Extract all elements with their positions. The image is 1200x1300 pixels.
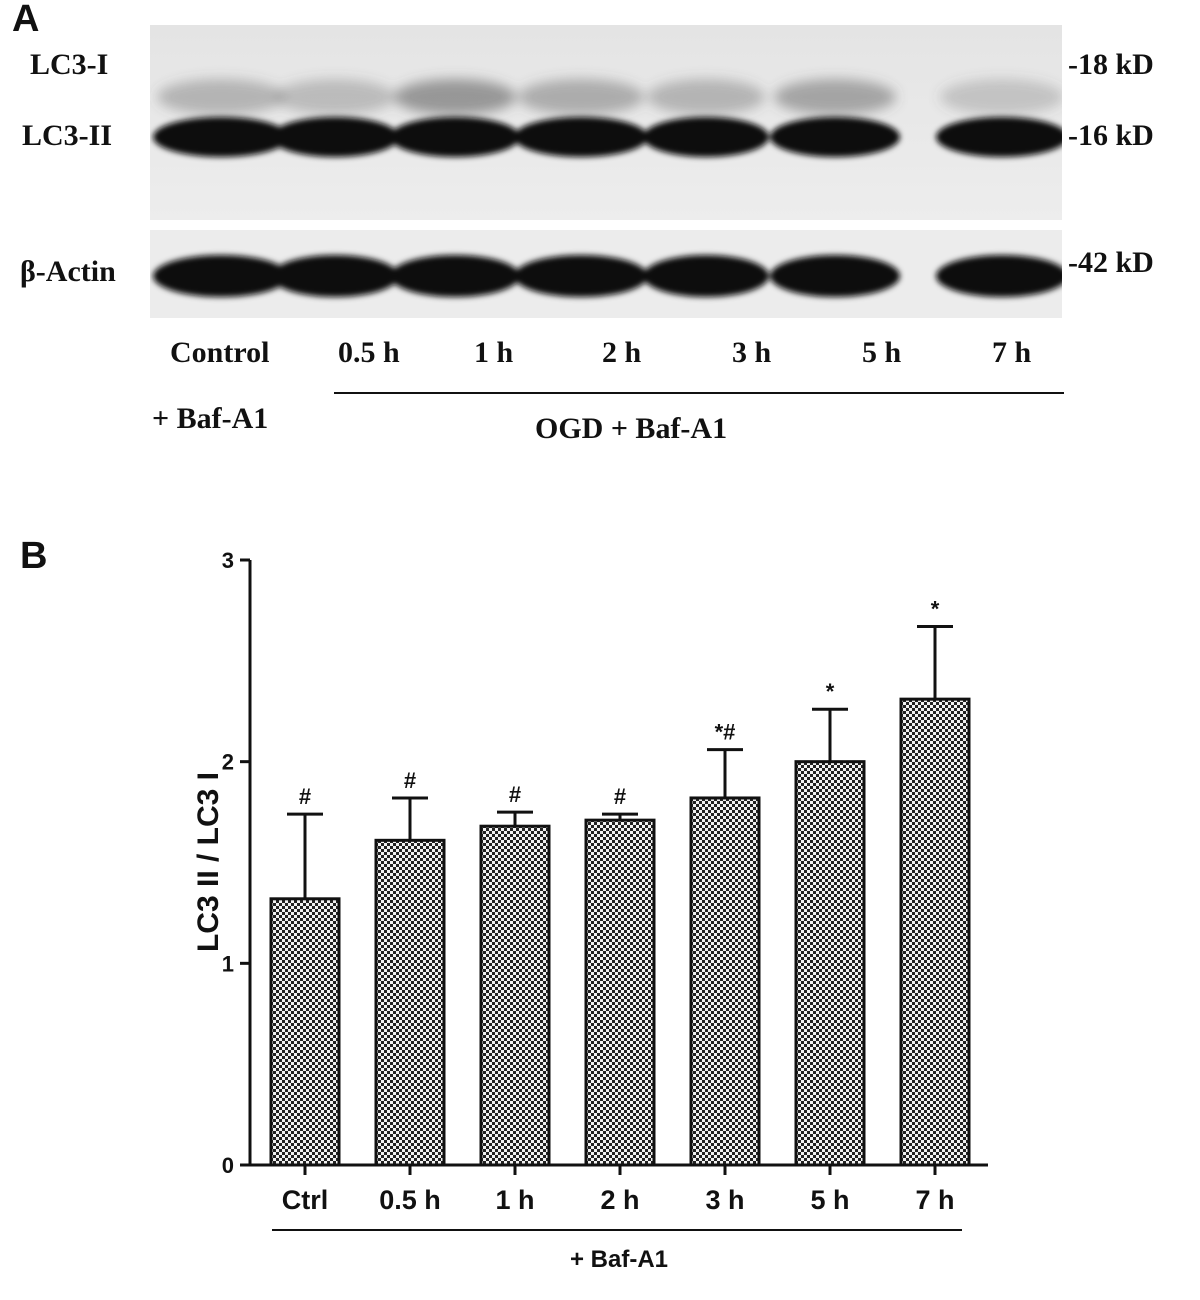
lane-label-1h: 1 h: [474, 336, 514, 369]
x-tick-label: 1 h: [495, 1185, 534, 1215]
lane-label-7h: 7 h: [992, 336, 1032, 369]
actin-blot: [150, 230, 1068, 318]
bar: [689, 796, 761, 1167]
x-tick-label: Ctrl: [282, 1185, 329, 1215]
lc3-i-band: [647, 79, 765, 115]
bar: [584, 818, 656, 1167]
bar: [794, 760, 866, 1167]
lc3-ii-band: [514, 117, 648, 157]
lc3-i-band: [394, 79, 516, 115]
beta-actin-band: [770, 255, 900, 297]
lc3-i-label: LC3-I: [30, 48, 109, 81]
bar: [899, 697, 971, 1167]
beta-actin-band: [514, 255, 648, 297]
x-tick-label: 3 h: [705, 1185, 744, 1215]
lc3-i-band: [518, 79, 644, 115]
significance-annotation: *: [826, 679, 835, 704]
control-treatment-label: + Baf-A1: [152, 402, 269, 435]
y-tick-label: 2: [222, 750, 234, 775]
significance-annotation: #: [614, 784, 626, 809]
lane-label-control: Control: [170, 336, 270, 369]
bar: [374, 838, 446, 1167]
panel-a-letter: A: [12, 0, 40, 40]
y-tick-label: 3: [222, 548, 234, 573]
x-tick-label: 2 h: [600, 1185, 639, 1215]
significance-annotation: *#: [715, 720, 736, 745]
panel-b-letter: B: [20, 535, 48, 577]
footer-treatment-label: + Baf-A1: [570, 1246, 669, 1273]
beta-actin-band: [271, 255, 399, 297]
lane-label-2h: 2 h: [602, 336, 642, 369]
lane-label-0-5h: 0.5 h: [338, 336, 400, 369]
x-tick-label: 5 h: [810, 1185, 849, 1215]
significance-annotation: #: [509, 782, 521, 807]
lc3-ii-band: [390, 117, 520, 157]
beta-actin-label: β-Actin: [20, 255, 116, 288]
y-axis-label: LC3 II / LC3 I: [192, 772, 225, 952]
lc3-ii-band: [271, 117, 399, 157]
bar: [269, 897, 341, 1167]
lane-label-5h: 5 h: [862, 336, 902, 369]
beta-actin-band: [390, 255, 520, 297]
y-tick-label: 1: [222, 951, 234, 976]
lc3-ii-band: [153, 117, 289, 157]
lc3-ii-band: [643, 117, 769, 157]
actin-blot-image: [150, 230, 1068, 318]
ogd-group-line: [334, 392, 1064, 394]
x-tick-label: 7 h: [915, 1185, 954, 1215]
lc3-i-band: [157, 79, 285, 115]
beta-actin-band: [153, 255, 289, 297]
lc3-ii-label: LC3-II: [22, 119, 113, 152]
lc3-blot-image: [150, 25, 1068, 220]
ogd-group-label: OGD + Baf-A1: [535, 412, 728, 445]
lc3-blot: [150, 25, 1068, 220]
lane-label-3h: 3 h: [732, 336, 772, 369]
marker-18kd: -18 kD: [1068, 48, 1154, 81]
y-tick-label: 0: [222, 1153, 234, 1178]
beta-actin-band: [936, 255, 1068, 297]
beta-actin-band: [643, 255, 769, 297]
significance-annotation: #: [404, 768, 416, 793]
lc3-ii-band: [936, 117, 1068, 157]
x-tick-label: 0.5 h: [379, 1185, 441, 1215]
lc3-i-band: [275, 79, 395, 115]
significance-annotation: *: [931, 597, 940, 622]
lc3-i-band: [940, 79, 1064, 115]
lc3-i-band: [774, 79, 896, 115]
lc3-ii-band: [770, 117, 900, 157]
marker-16kd: -16 kD: [1068, 119, 1154, 152]
marker-42kd: -42 kD: [1068, 246, 1154, 279]
bar: [479, 824, 551, 1167]
significance-annotation: #: [299, 784, 311, 809]
